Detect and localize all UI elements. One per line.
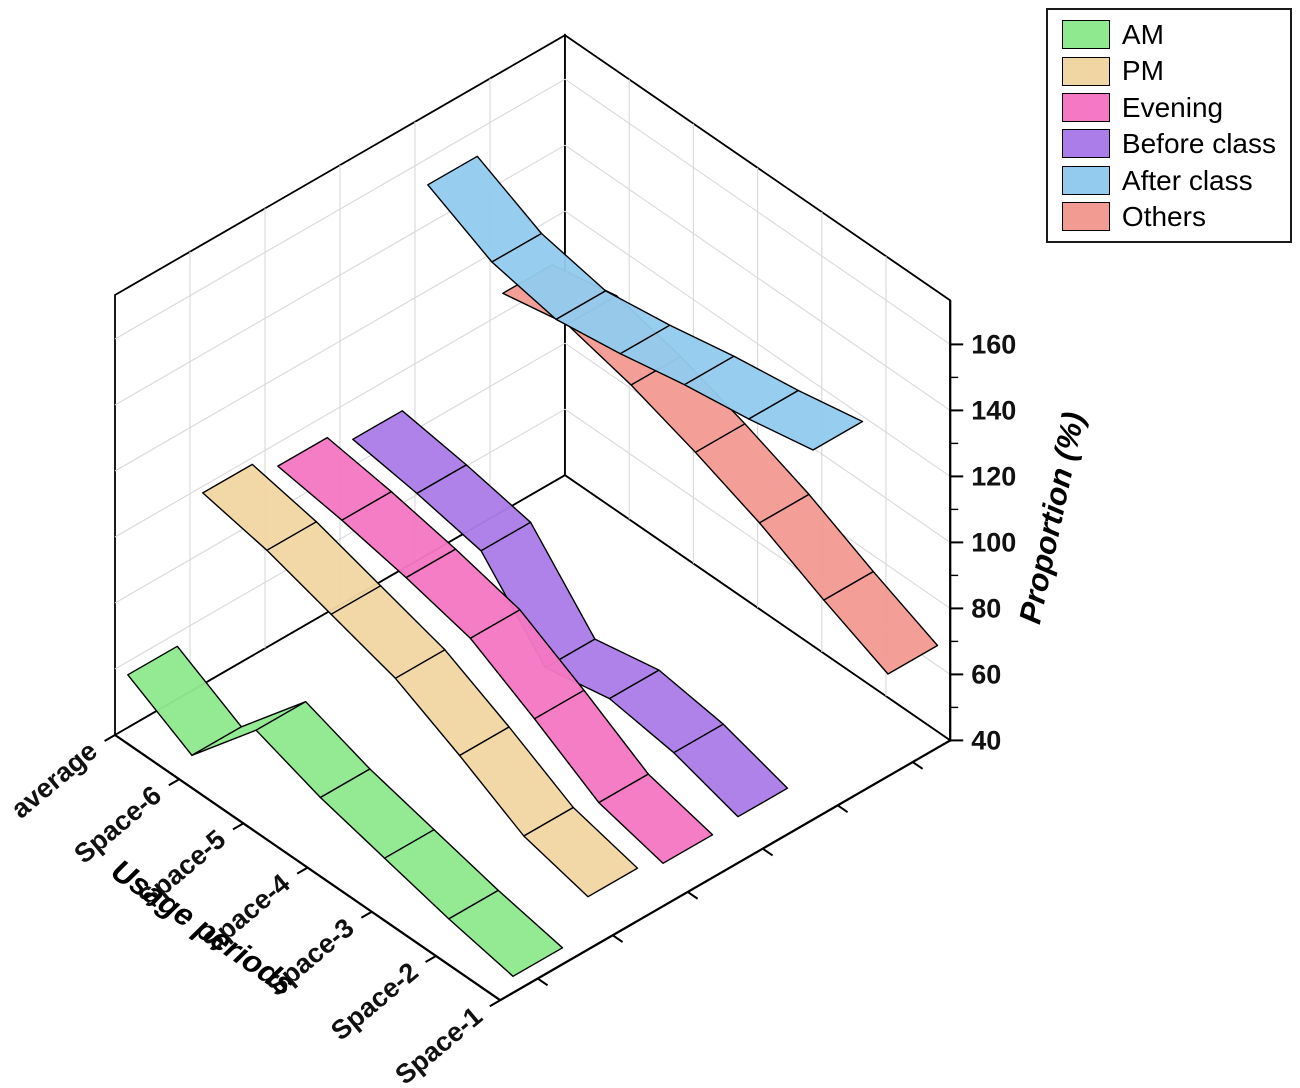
usage-tick-label: average: [5, 736, 102, 825]
legend-label: AM: [1121, 19, 1164, 50]
ribbon-after-class: [427, 155, 864, 451]
legend-swatch-after-class: [1061, 165, 1110, 195]
legend-item-evening: Evening: [1061, 91, 1276, 123]
legend: AM PM Evening Before class After class Others: [1045, 8, 1292, 244]
ribbon-before-class: [352, 410, 789, 818]
legend-swatch-before-class: [1061, 129, 1110, 159]
z-tick-label: 40: [971, 725, 1001, 755]
ribbons: [127, 155, 939, 977]
legend-item-am: AM: [1061, 19, 1276, 50]
legend-item-pm: PM: [1061, 55, 1276, 87]
legend-swatch-pm: [1061, 56, 1110, 86]
z-tick-label: 60: [971, 659, 1001, 689]
ribbon-pm: [202, 463, 639, 898]
series-axis-line: [499, 739, 951, 1002]
legend-label: Before class: [1121, 128, 1276, 160]
z-tick-label: 160: [971, 329, 1016, 359]
legend-swatch-others: [1061, 202, 1110, 232]
legend-swatch-evening: [1061, 92, 1110, 122]
ribbon-am: [127, 645, 564, 977]
legend-label: PM: [1121, 55, 1164, 87]
legend-item-before-class: Before class: [1061, 128, 1276, 160]
ribbon-evening: [277, 436, 714, 864]
z-axis-title: Proportion (%): [1012, 409, 1091, 627]
usage-tick-label: Space-6: [68, 780, 167, 870]
z-tick-label: 80: [971, 593, 1001, 623]
usage-tick-label: Space-2: [325, 957, 424, 1047]
legend-item-after-class: After class: [1061, 164, 1276, 196]
legend-item-others: Others: [1061, 200, 1276, 232]
legend-label: After class: [1121, 164, 1253, 196]
z-tick-label: 120: [971, 461, 1016, 491]
legend-swatch-am: [1061, 20, 1110, 50]
z-tick-label: 100: [971, 527, 1016, 557]
usage-tick-label: Space-1: [389, 1001, 488, 1088]
legend-label: Others: [1121, 200, 1206, 232]
z-tick-label: 140: [971, 395, 1016, 425]
legend-label: Evening: [1121, 91, 1224, 123]
